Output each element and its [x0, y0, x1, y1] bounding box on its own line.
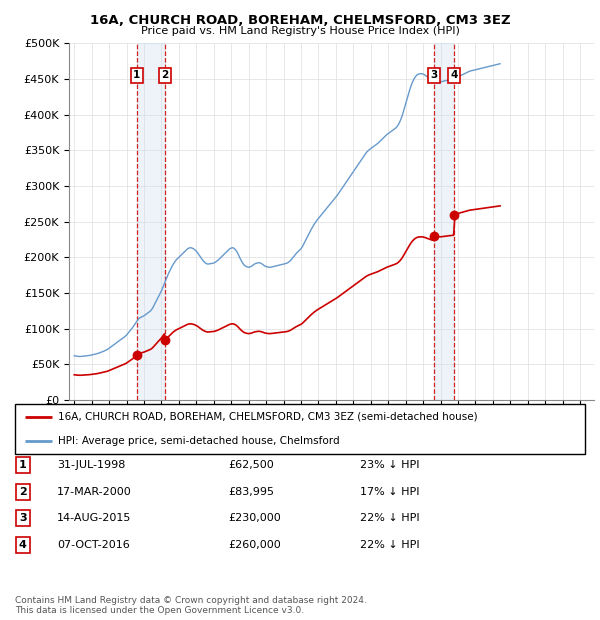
- Text: 4: 4: [19, 540, 27, 550]
- Text: £230,000: £230,000: [228, 513, 281, 523]
- Text: 17-MAR-2000: 17-MAR-2000: [57, 487, 132, 497]
- Text: 2: 2: [19, 487, 26, 497]
- Text: £62,500: £62,500: [228, 460, 274, 470]
- Text: 14-AUG-2015: 14-AUG-2015: [57, 513, 131, 523]
- Bar: [434, 43, 454, 400]
- Point: [132, 350, 142, 360]
- Text: 3: 3: [430, 71, 437, 81]
- Text: 4: 4: [450, 71, 458, 81]
- Text: 31-JUL-1998: 31-JUL-1998: [57, 460, 125, 470]
- Text: £260,000: £260,000: [228, 540, 281, 550]
- Text: 1: 1: [19, 460, 26, 470]
- Text: 2: 2: [161, 71, 169, 81]
- Text: 17% ↓ HPI: 17% ↓ HPI: [360, 487, 419, 497]
- Text: 07-OCT-2016: 07-OCT-2016: [57, 540, 130, 550]
- Point: [449, 210, 459, 219]
- Text: Contains HM Land Registry data © Crown copyright and database right 2024.
This d: Contains HM Land Registry data © Crown c…: [15, 596, 367, 615]
- Text: 1: 1: [133, 71, 140, 81]
- Point: [429, 231, 439, 241]
- Text: HPI: Average price, semi-detached house, Chelmsford: HPI: Average price, semi-detached house,…: [58, 436, 340, 446]
- Text: 22% ↓ HPI: 22% ↓ HPI: [360, 540, 419, 550]
- Text: 16A, CHURCH ROAD, BOREHAM, CHELMSFORD, CM3 3EZ: 16A, CHURCH ROAD, BOREHAM, CHELMSFORD, C…: [89, 14, 511, 27]
- Text: 23% ↓ HPI: 23% ↓ HPI: [360, 460, 419, 470]
- Bar: [137, 43, 165, 400]
- Text: £83,995: £83,995: [228, 487, 274, 497]
- Text: 16A, CHURCH ROAD, BOREHAM, CHELMSFORD, CM3 3EZ (semi-detached house): 16A, CHURCH ROAD, BOREHAM, CHELMSFORD, C…: [58, 412, 478, 422]
- Text: Price paid vs. HM Land Registry's House Price Index (HPI): Price paid vs. HM Land Registry's House …: [140, 26, 460, 36]
- Text: 3: 3: [19, 513, 26, 523]
- Point: [160, 335, 170, 345]
- Text: 22% ↓ HPI: 22% ↓ HPI: [360, 513, 419, 523]
